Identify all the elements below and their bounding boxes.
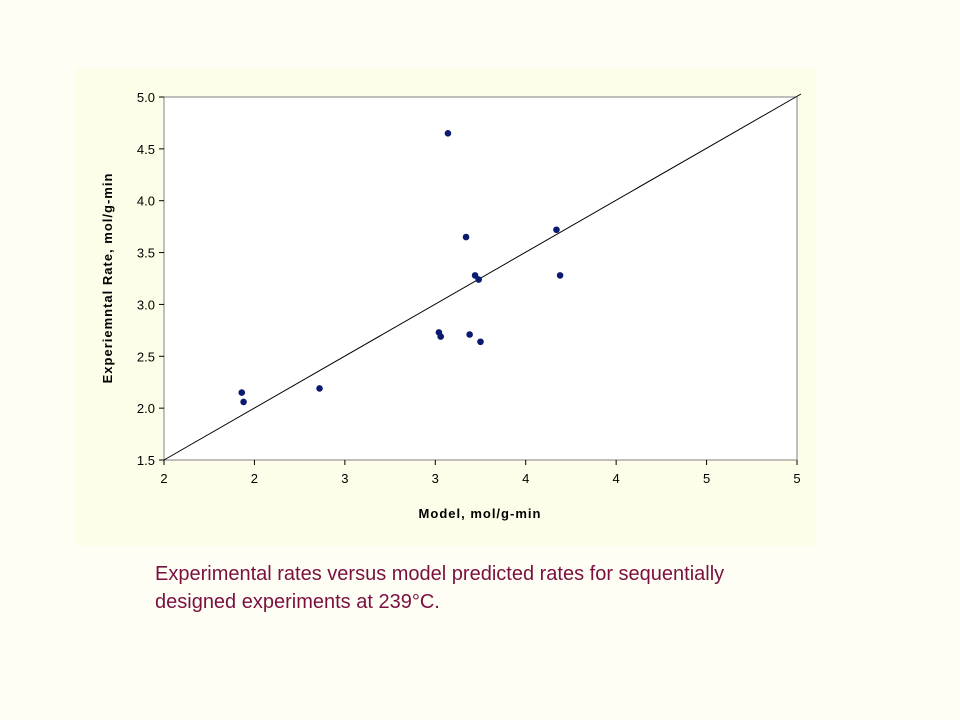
x-tick-label: 2	[251, 471, 258, 486]
x-tick-label: 5	[703, 471, 710, 486]
data-point	[553, 226, 560, 234]
reference-line	[163, 93, 802, 461]
y-tick-label: 4.5	[137, 142, 155, 157]
data-point	[556, 272, 564, 279]
data-point	[316, 385, 323, 392]
y-tick-label: 1.5	[137, 453, 155, 468]
figure-caption: Experimental rates versus model predicte…	[155, 563, 725, 613]
data-point	[466, 331, 473, 338]
data-point	[240, 398, 247, 406]
data-point	[238, 389, 246, 396]
x-axis: 2 2 3 3 4 4 5 5	[160, 460, 801, 486]
x-tick-label: 3	[341, 471, 348, 486]
y-tick-label: 5.0	[137, 90, 155, 105]
x-tick-label: 2	[160, 471, 167, 486]
x-tick-label: 5	[793, 471, 800, 486]
x-axis-label: Model, mol/g-min	[419, 506, 542, 521]
y-tick-label: 2.5	[137, 349, 155, 364]
y-tick-label: 3.5	[137, 246, 155, 261]
data-point	[444, 130, 452, 137]
chart-panel: 1.5 2.0 2.5 3.0 3.5 4.0 4.5 5.0 2 2 3 3 4 4 5 5 Model,…	[76, 68, 816, 546]
x-tick-label: 4	[522, 471, 529, 486]
scatter-chart: 1.5 2.0 2.5 3.0 3.5 4.0 4.5 5.0 2 2 3 3 4 4 5 5 Model,…	[100, 90, 802, 521]
data-points	[238, 130, 564, 406]
data-point	[475, 276, 482, 283]
y-axis-label: Experiemntal Rate, mol/g-min	[100, 173, 115, 384]
data-point	[462, 233, 470, 241]
x-tick-label: 3	[432, 471, 439, 486]
y-tick-label: 2.0	[137, 401, 155, 416]
y-tick-label: 3.0	[137, 297, 155, 312]
data-point	[437, 333, 445, 340]
y-axis: 1.5 2.0 2.5 3.0 3.5 4.0 4.5 5.0	[137, 90, 164, 468]
x-tick-label: 4	[613, 471, 620, 486]
y-tick-label: 4.0	[137, 194, 155, 209]
data-point	[477, 338, 484, 346]
